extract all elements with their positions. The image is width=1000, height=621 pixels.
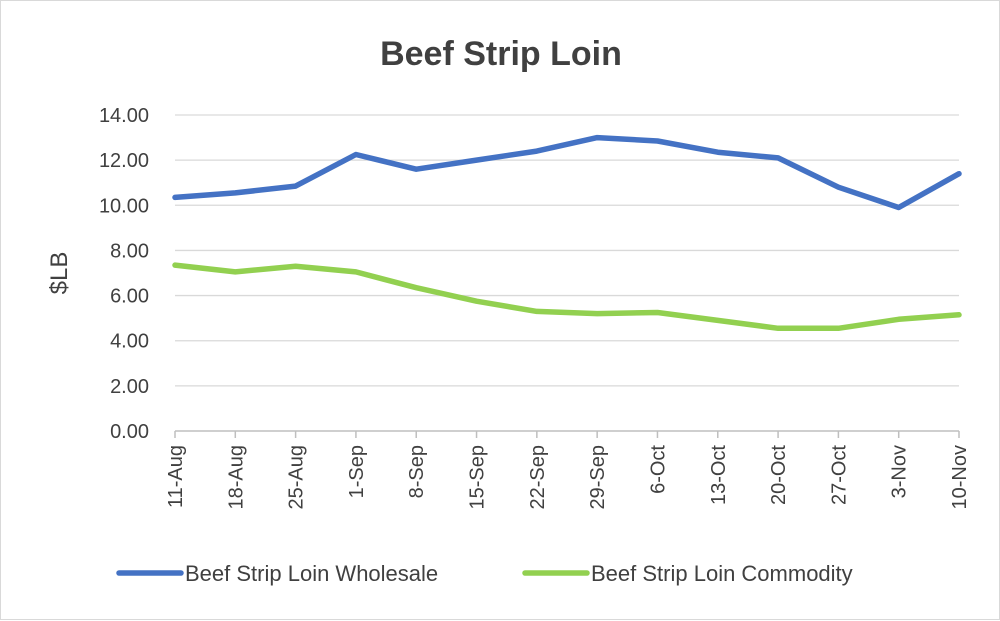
y-axis-label: $LB <box>46 252 73 295</box>
series-line-2 <box>172 262 962 332</box>
x-tick-label: 29-Sep <box>587 445 609 510</box>
x-tick-label: 22-Sep <box>527 445 549 510</box>
x-tick-label: 8-Sep <box>406 445 428 498</box>
x-tick-label: 6-Oct <box>647 445 669 494</box>
x-tick-label: 1-Sep <box>346 445 368 498</box>
y-tick-label: 4.00 <box>110 331 149 353</box>
x-tick-label: 27-Oct <box>828 445 850 505</box>
x-tick-label: 11-Aug <box>165 445 187 508</box>
y-tick-label: 8.00 <box>110 240 149 262</box>
legend-label-2: Beef Strip Loin Commodity <box>591 561 853 586</box>
y-tick-label: 14.00 <box>99 105 149 127</box>
series-line-1 <box>172 134 962 211</box>
y-tick-label: 2.00 <box>110 376 149 398</box>
x-tick-label: 10-Nov <box>949 445 971 509</box>
x-tick-label: 15-Sep <box>467 445 489 510</box>
x-axis <box>174 430 960 438</box>
y-tick-label: 12.00 <box>99 150 149 172</box>
legend: Beef Strip Loin Wholesale Beef Strip Loin… <box>116 561 853 586</box>
x-axis-ticks: 11-Aug 18-Aug 25-Aug 1-Sep 8-Sep 15-Sep 22-Sep… <box>165 445 971 510</box>
x-tick-label: 25-Aug <box>286 445 308 510</box>
y-tick-label: 0.00 <box>110 421 149 443</box>
x-tick-label: 18-Aug <box>225 445 247 510</box>
legend-label-1: Beef Strip Loin Wholesale <box>185 561 438 586</box>
gridlines <box>175 114 959 387</box>
x-tick-label: 3-Nov <box>889 445 911 498</box>
y-tick-label: 6.00 <box>110 286 149 308</box>
chart-title: Beef Strip Loin <box>380 35 622 73</box>
y-tick-label: 10.00 <box>99 195 149 217</box>
series-lines <box>172 134 962 332</box>
y-axis-ticks: 0.00 2.00 4.00 6.00 8.00 10.00 12.00 14.00 <box>99 105 149 443</box>
x-tick-label: 20-Oct <box>768 445 790 505</box>
x-tick-label: 13-Oct <box>708 445 730 505</box>
